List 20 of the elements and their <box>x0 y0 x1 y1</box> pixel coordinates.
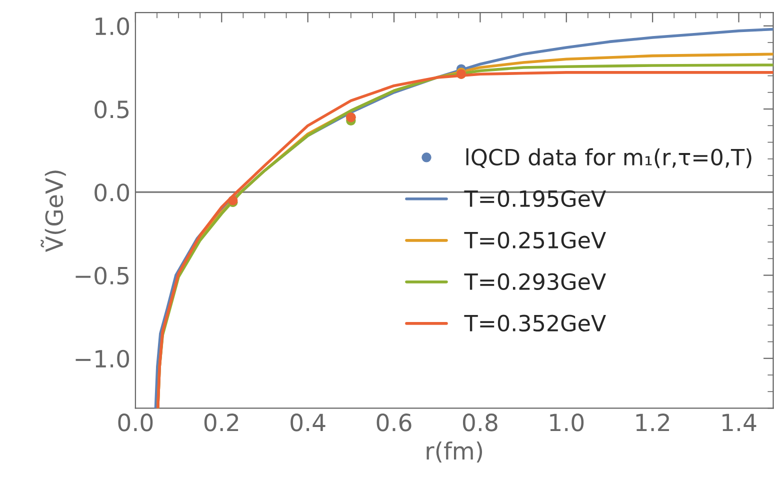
y-tick-label: 0.0 <box>94 184 130 202</box>
x-tick-label: 0.2 <box>204 414 238 432</box>
x-tick-label: 0.6 <box>376 414 412 432</box>
x-axis-title: r(fm) <box>426 442 482 463</box>
y-tick-label: −0.5 <box>76 266 129 285</box>
legend-label: lQCD data for m₁(r,τ=0,T) <box>466 148 752 168</box>
y-tick-label: −1.0 <box>76 350 130 368</box>
x-tick-label: 1.2 <box>636 414 669 432</box>
x-tick-label: 0.4 <box>290 414 326 432</box>
y-axis-title: Ṽ(GeV) <box>40 170 66 252</box>
y-tick-label: 1.0 <box>96 17 130 36</box>
x-tick-label: 1.0 <box>550 414 584 432</box>
legend-label: T=0.195GeV <box>464 190 606 208</box>
x-tick-label: 1.4 <box>722 414 756 432</box>
x-tick-label: 0.0 <box>118 414 153 432</box>
y-tick-label: 0.5 <box>94 100 129 118</box>
legend-label: T=0.293GeV <box>464 273 606 290</box>
x-tick-label: 0.8 <box>462 414 498 432</box>
legend-label: T=0.251GeV <box>464 232 606 249</box>
legend-label: T=0.352GeV <box>464 314 606 332</box>
